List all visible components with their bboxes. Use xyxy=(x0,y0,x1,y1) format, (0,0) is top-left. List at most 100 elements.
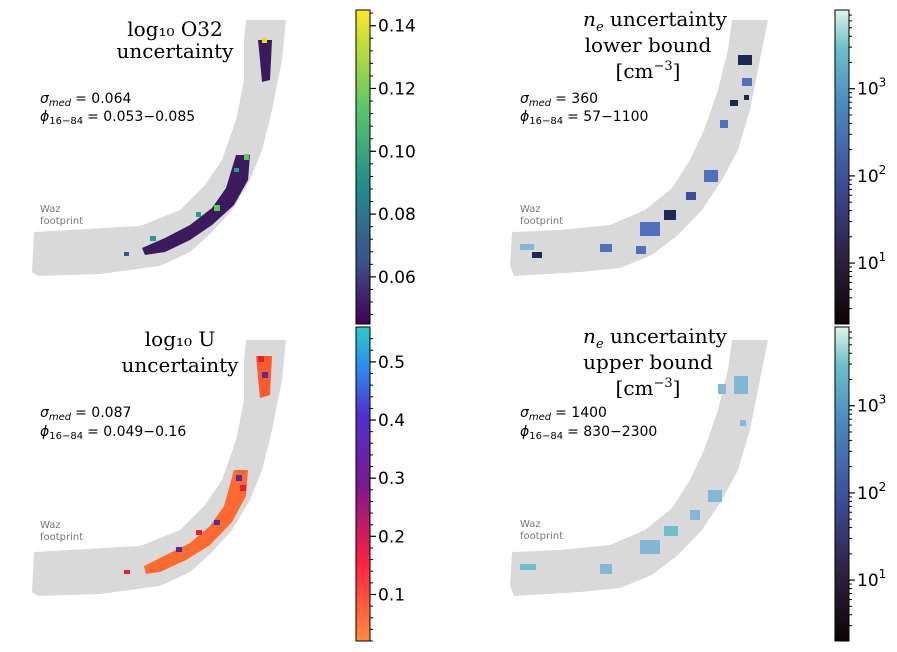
tick-label-base: 0.12 xyxy=(378,80,416,100)
data-pixel xyxy=(640,540,660,554)
stat-median-sub: med xyxy=(49,98,72,109)
footprint-region xyxy=(32,340,286,596)
colorbar-tick-label: 0.2 xyxy=(378,527,405,547)
stat-median-value: = 360 xyxy=(555,91,598,107)
data-pixel xyxy=(262,38,267,43)
data-pixel xyxy=(664,210,676,220)
stat-median: σmed = 1400 xyxy=(520,405,607,423)
tick-label-exponent: 2 xyxy=(879,480,887,494)
unit-base: [cm xyxy=(616,376,654,400)
data-pixel xyxy=(214,520,220,525)
colorbar-tick-label: 0.4 xyxy=(378,411,405,431)
title-rest: uncertainty xyxy=(604,7,728,31)
footprint-label-2: footprint xyxy=(40,532,83,543)
panel-title-line3: [cm−3] xyxy=(616,59,681,83)
tick-label-base: 0.14 xyxy=(378,17,416,37)
data-pixel xyxy=(244,154,249,160)
title-ne: n xyxy=(583,324,596,348)
tick-label-base: 0.4 xyxy=(378,411,405,431)
data-pixel xyxy=(720,120,728,128)
stat-median-sub: med xyxy=(49,412,72,423)
tick-label-base: 0.3 xyxy=(378,469,405,489)
colorbar-tick-label: 0.5 xyxy=(378,353,405,373)
tick-label-base: 0.06 xyxy=(378,268,416,288)
footprint-label-1: Waz xyxy=(40,204,61,215)
colorbar-2: 0.1 0.2 0.3 0.4 0.5 xyxy=(355,326,405,642)
tick-label-base: 0.08 xyxy=(378,205,416,225)
panel-title-line2: uncertainty xyxy=(117,39,235,63)
panel-title-line1: log₁₀ O32 xyxy=(127,17,222,41)
stat-median-symbol: σ xyxy=(40,405,50,421)
data-pixel xyxy=(734,376,748,394)
stat-range: ϕ16−84 = 0.049−0.16 xyxy=(40,424,186,442)
data-pixel xyxy=(740,420,746,426)
unit-base: [cm xyxy=(616,59,654,83)
panel-title-line3: [cm−3] xyxy=(616,376,681,400)
tick-label-exponent: 1 xyxy=(879,567,887,581)
colorbar-gradient xyxy=(355,9,371,325)
data-pixel xyxy=(262,372,268,378)
stat-range-symbol: ϕ xyxy=(520,424,529,440)
stat-range: ϕ16−84 = 0.053−0.085 xyxy=(40,109,195,127)
panel-ne-lower: ne uncertainty lower bound [cm−3] σmed = … xyxy=(510,7,768,276)
colorbar-tick-label: 0.1 xyxy=(378,585,405,605)
stat-median-sub: med xyxy=(529,98,552,109)
stat-range-sub: 16−84 xyxy=(529,116,563,127)
data-pixel xyxy=(600,244,612,252)
panel-ne-upper: ne uncertainty upper bound [cm−3] σmed = … xyxy=(510,324,768,596)
stat-median: σmed = 360 xyxy=(520,91,598,109)
colorbar-tick-label: 0.12 xyxy=(378,80,416,100)
tick-label-base: 0.1 xyxy=(378,585,405,605)
colorbar-0: 0.06 0.08 0.10 0.12 0.14 xyxy=(355,9,416,325)
data-pixel xyxy=(704,170,718,182)
data-pixel xyxy=(640,222,660,236)
data-pixel xyxy=(730,100,738,106)
stat-range-value: = 0.053−0.085 xyxy=(87,109,195,125)
stat-range-symbol: ϕ xyxy=(520,109,529,125)
data-pixel xyxy=(718,384,726,394)
colorbar-tick-label: 0.14 xyxy=(378,17,416,37)
data-pixel xyxy=(196,212,201,217)
colorbar-tick-label: 103 xyxy=(857,76,886,100)
data-pixel xyxy=(240,485,246,491)
data-pixel xyxy=(686,192,696,200)
data-pixel xyxy=(520,244,534,250)
data-pixel xyxy=(520,564,536,570)
data-pixel xyxy=(236,475,242,481)
stat-range: ϕ16−84 = 57−1100 xyxy=(520,109,648,127)
panel-title-line2: uncertainty xyxy=(122,353,240,377)
tick-label-exponent: 1 xyxy=(879,250,887,264)
colorbar-gradient xyxy=(834,9,850,325)
panel-title-line1: ne uncertainty xyxy=(583,324,728,352)
data-pixel xyxy=(150,236,156,241)
tick-label-base: 10 xyxy=(857,571,879,591)
tick-label-base: 10 xyxy=(857,167,879,187)
panel-title-line2: lower bound xyxy=(585,33,712,57)
footprint-region xyxy=(510,20,768,276)
stat-range-symbol: ϕ xyxy=(40,109,49,125)
title-rest: uncertainty xyxy=(604,324,728,348)
data-pixel xyxy=(664,526,678,536)
data-pixel xyxy=(600,564,612,574)
panel-title-line2: upper bound xyxy=(583,350,713,374)
footprint-region xyxy=(510,340,768,596)
stat-median-value: = 1400 xyxy=(555,405,607,421)
data-pixel xyxy=(176,547,182,552)
stat-range: ϕ16−84 = 830−2300 xyxy=(520,424,657,442)
tick-label-exponent: 3 xyxy=(879,76,887,90)
colorbar-gradient xyxy=(834,326,850,642)
colorbar-tick-label: 0.08 xyxy=(378,205,416,225)
stat-median-symbol: σ xyxy=(520,91,530,107)
data-pixel xyxy=(124,252,129,256)
data-pixel xyxy=(690,510,700,520)
tick-label-base: 10 xyxy=(857,397,879,417)
data-pixel xyxy=(124,570,130,574)
stat-median-value: = 0.087 xyxy=(75,405,131,421)
stat-range-sub: 16−84 xyxy=(49,431,83,442)
unit-exponent: −3 xyxy=(653,59,672,74)
footprint-label-1: Waz xyxy=(520,519,541,530)
uncertainty-map xyxy=(258,40,272,82)
colorbar-tick-label: 0.06 xyxy=(378,268,416,288)
colorbar-tick-label: 101 xyxy=(857,250,886,274)
